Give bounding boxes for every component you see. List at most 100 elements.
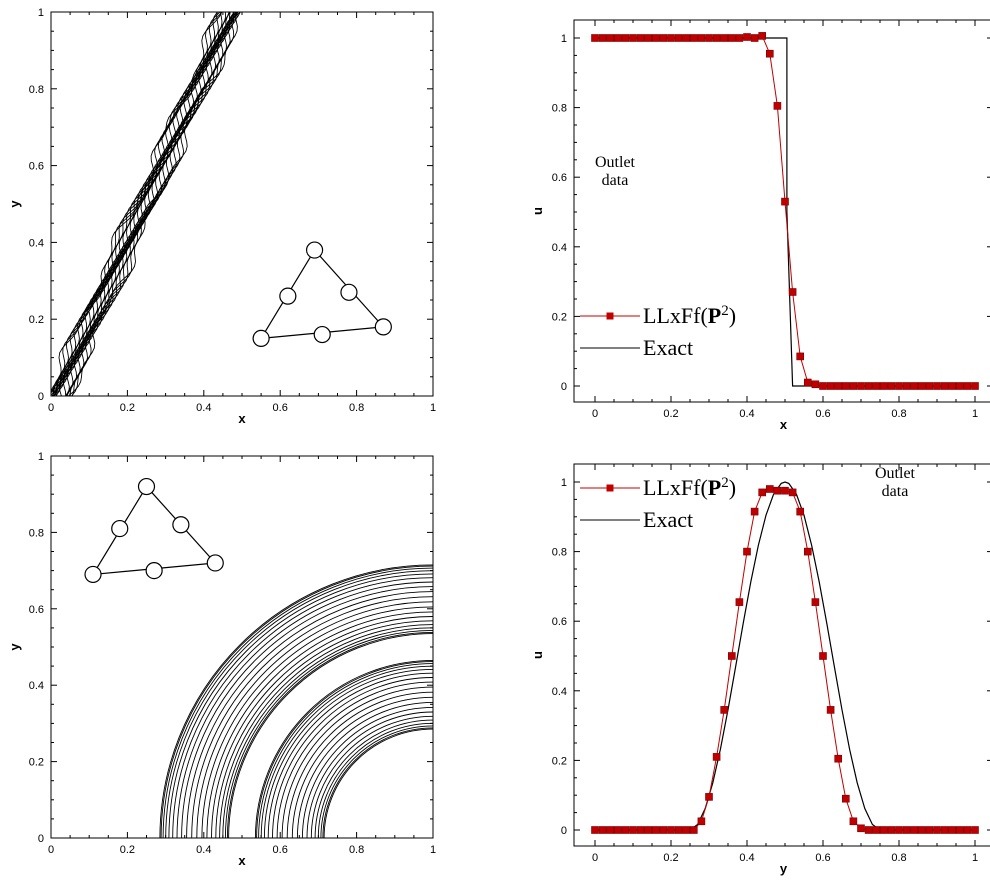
ticks: 000.20.20.40.40.60.60.80.811 (552, 464, 990, 864)
stencil-diagram (252, 241, 392, 347)
outer-ring-contour (165, 570, 433, 838)
data-point (826, 706, 835, 714)
data-point (712, 753, 721, 761)
data-point (720, 34, 729, 42)
inner-ring-contour (263, 668, 433, 838)
stencil-triangle (91, 485, 217, 576)
data-point (933, 826, 941, 834)
data-point (834, 382, 843, 390)
legend: LLxFf(P2) Exact (580, 475, 736, 532)
outer-ring-contour (172, 577, 433, 838)
y-axis-label: y (7, 643, 22, 651)
legend-llxff-label: LLxFf( (643, 475, 708, 500)
x-axis-label: x (780, 417, 788, 432)
x-tick-label: 0.2 (120, 402, 135, 414)
stencil-triangle (259, 249, 385, 340)
x-tick-label: 0 (48, 844, 54, 856)
data-point (925, 382, 934, 390)
data-point (705, 34, 713, 42)
data-point (971, 826, 979, 834)
data-point (857, 382, 865, 390)
outer-ring-contour (226, 631, 433, 838)
data-point (917, 382, 926, 390)
panel-2: 0 0 0.2 0.2 0.4 0.4 0.6 0.6 0.8 0.8 1 1 x u LLxFf(P2) E… (530, 19, 990, 432)
data-point (819, 652, 827, 660)
contour-line (52, 12, 219, 396)
plot-frame (50, 11, 434, 397)
inner-ring-contour (317, 722, 433, 838)
data-point (887, 826, 896, 834)
data-point (879, 826, 888, 834)
x-tick-label: 0.8 (891, 852, 906, 864)
ticks: 000.20.20.40.40.60.60.80.811 (29, 451, 436, 856)
contour-line (58, 12, 241, 396)
contour-line (51, 12, 223, 396)
y-tick-label: 0.2 (29, 314, 44, 326)
y-tick-label: 0.8 (29, 84, 44, 96)
data-point (940, 382, 949, 390)
data-point (887, 382, 896, 390)
data-point (651, 34, 660, 42)
data-point (613, 826, 622, 834)
data-point (720, 706, 729, 714)
y-tick-label: 0 (38, 391, 44, 403)
x-axis-label: y (780, 861, 788, 876)
data-point (636, 826, 645, 834)
legend: LLxFf(P2) Exact (580, 303, 736, 360)
data-point (940, 826, 949, 834)
data-point (613, 34, 622, 42)
data-point (644, 826, 653, 834)
data-point (750, 507, 759, 516)
inner-ring-contour (258, 663, 433, 838)
data-point (735, 598, 744, 606)
y-tick-label: 0.4 (552, 242, 567, 254)
stencil-node (137, 477, 156, 496)
data-point (621, 34, 630, 42)
legend-llxff-close: ) (729, 475, 736, 500)
x-tick-label: 0 (592, 852, 598, 864)
data-point (902, 382, 911, 390)
x-tick-label: 1 (430, 844, 436, 856)
stencil-node (145, 561, 163, 580)
stencil-node (340, 283, 358, 301)
x-tick-label: 0.2 (120, 844, 135, 856)
inner-ring-contour (323, 728, 433, 838)
data-point (841, 382, 850, 390)
data-point (689, 826, 698, 834)
legend-llxff-label: LLxFf(P2) (643, 475, 736, 500)
data-point (735, 34, 744, 42)
contour-line (51, 12, 238, 396)
plot-frame (573, 463, 990, 847)
data-point (796, 352, 805, 361)
y-tick-label: 0.6 (552, 172, 567, 184)
data-point (659, 826, 668, 834)
inner-ring-contour (256, 661, 433, 838)
stencil-node (84, 565, 102, 584)
legend-llxff-close: ) (729, 303, 736, 328)
y-tick-label: 0 (38, 833, 44, 845)
data-point (841, 794, 850, 803)
data-point (727, 34, 736, 42)
annotation-data: data (882, 483, 909, 500)
outer-ring-contour (215, 620, 433, 838)
stencil-node (172, 516, 190, 534)
data-point (955, 382, 964, 390)
data-point (948, 826, 957, 834)
data-point (925, 826, 934, 834)
data-point (857, 824, 865, 833)
data-point (864, 382, 873, 390)
y-tick-label: 0.4 (29, 237, 44, 249)
annotation-data: data (602, 172, 629, 189)
inner-ring-contour (296, 701, 433, 838)
stencil-node (206, 554, 224, 572)
outer-ring-contour (168, 573, 433, 838)
contour-rings (159, 564, 433, 838)
panel-3: 00 0.2 0.2 0.4 0.4 0.6 0.6 0.8 0.8 1 1 x y (7, 451, 436, 868)
x-tick-label: 0.8 (891, 408, 906, 420)
data-point (689, 34, 698, 42)
data-point (910, 382, 919, 390)
plot-frame (573, 19, 990, 403)
x-axis-label: x (238, 411, 246, 426)
annotation-outlet: Outlet (875, 465, 916, 482)
